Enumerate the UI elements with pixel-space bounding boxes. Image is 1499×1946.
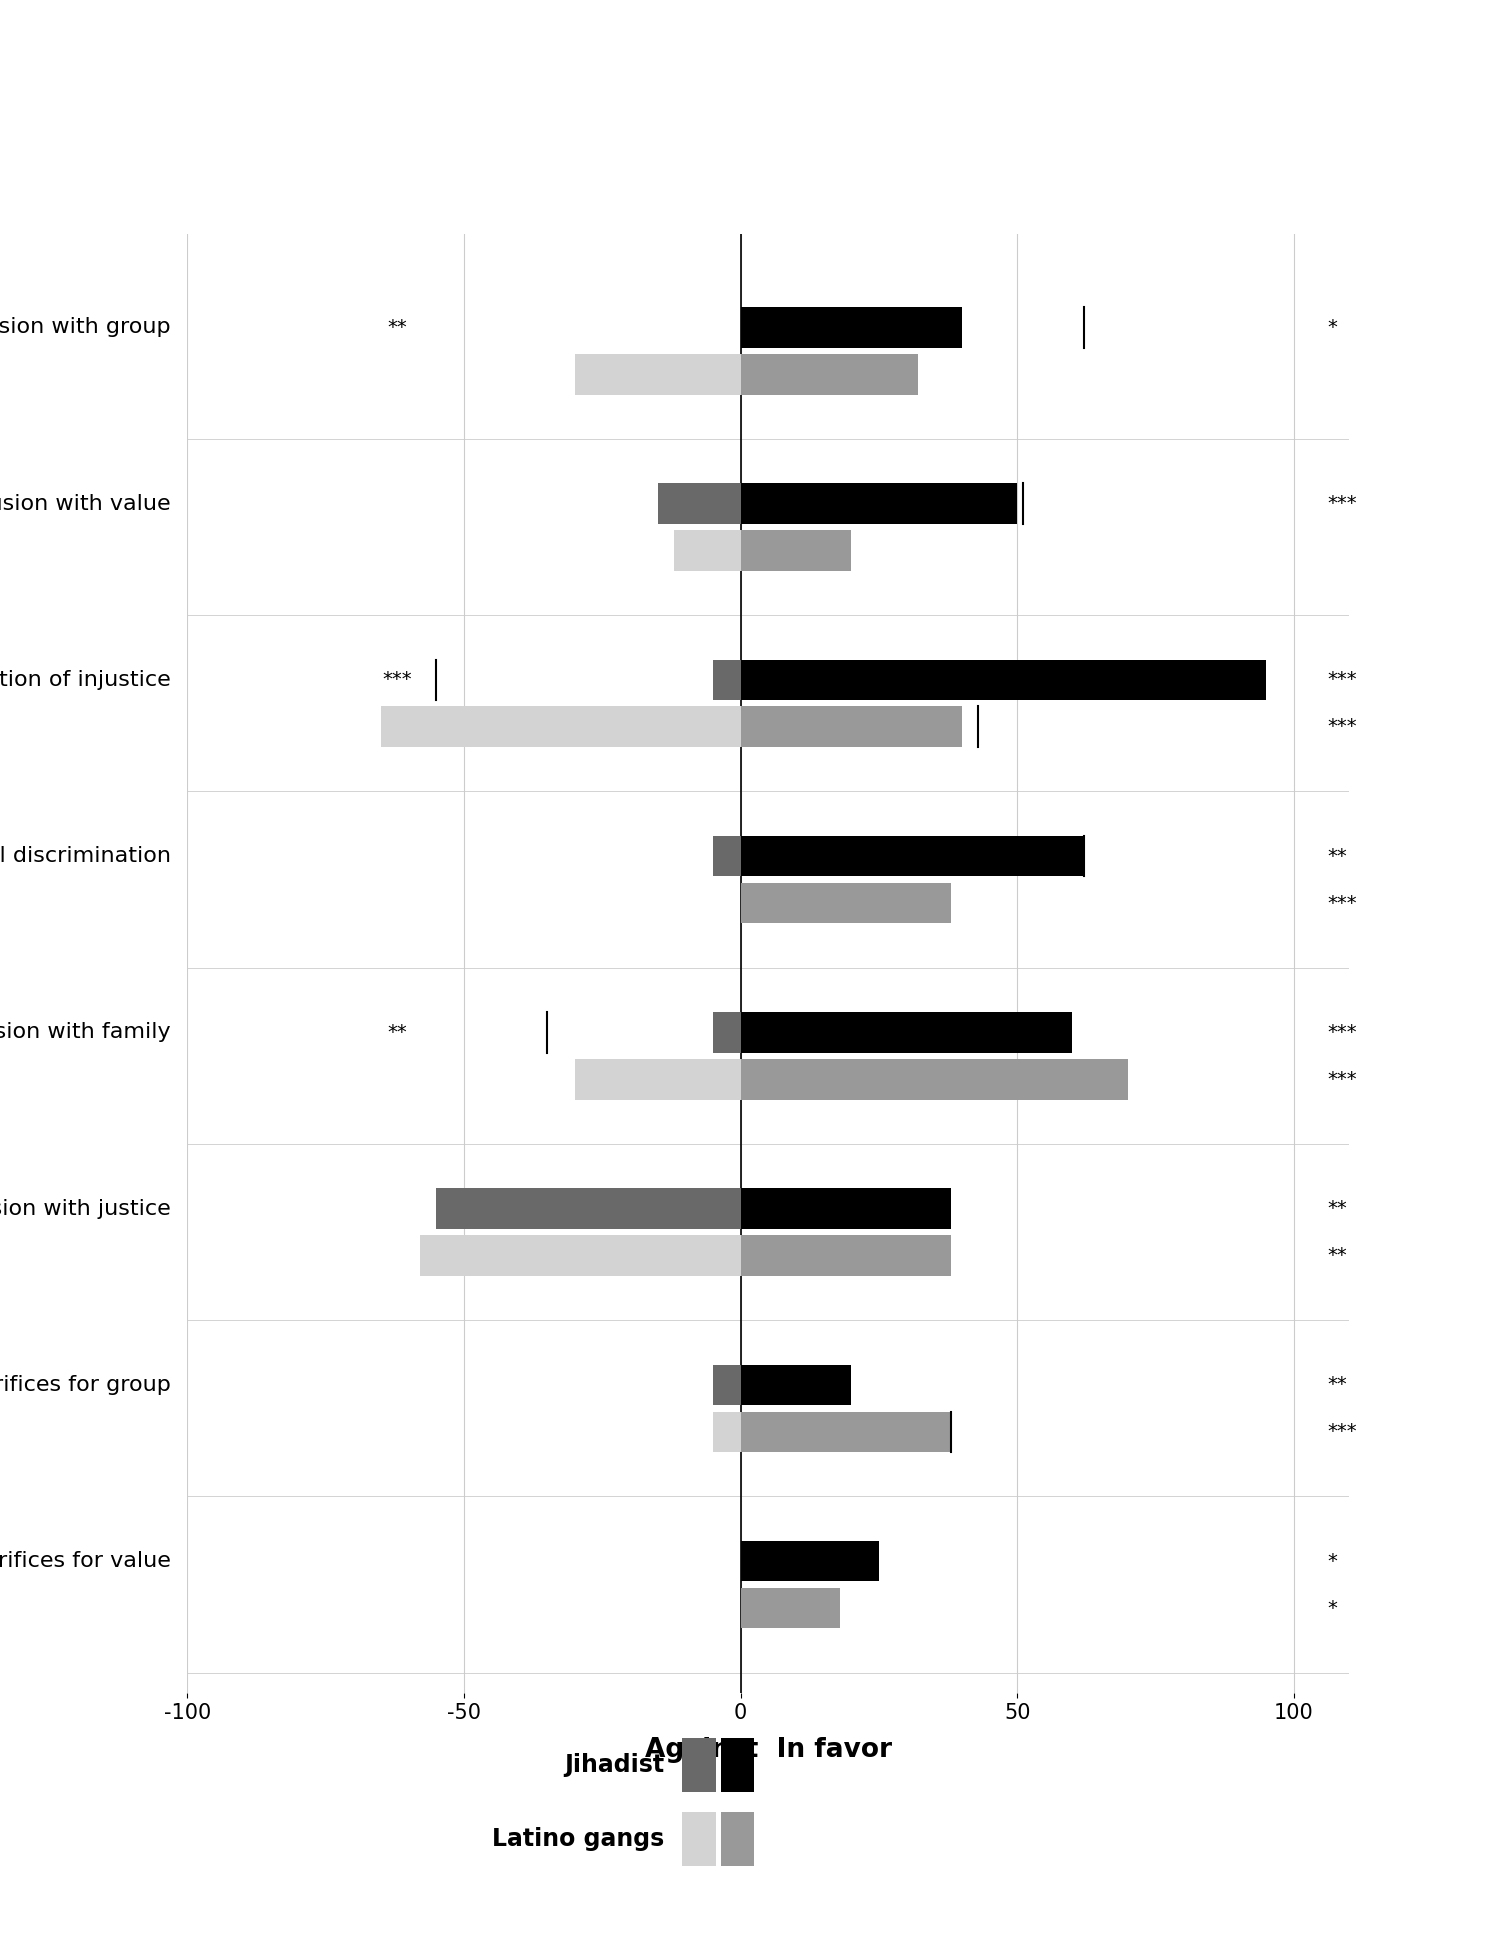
Bar bbox=[675, 529, 741, 570]
Bar bbox=[658, 483, 741, 523]
Bar bbox=[741, 1588, 839, 1629]
Bar bbox=[741, 307, 962, 348]
Bar bbox=[420, 1236, 741, 1277]
Bar bbox=[714, 660, 741, 701]
Bar bbox=[741, 1012, 1072, 1053]
Text: **: ** bbox=[1327, 847, 1346, 866]
Text: ***: *** bbox=[1327, 1070, 1357, 1090]
Bar bbox=[741, 660, 1267, 701]
Bar bbox=[741, 354, 917, 395]
Text: **: ** bbox=[388, 317, 408, 337]
Text: *: * bbox=[1327, 1598, 1337, 1617]
Bar bbox=[721, 1812, 754, 1866]
Bar bbox=[436, 1189, 741, 1230]
Text: *: * bbox=[1327, 317, 1337, 337]
Bar bbox=[574, 1059, 741, 1099]
Bar bbox=[741, 706, 962, 747]
Bar bbox=[714, 1012, 741, 1053]
Bar bbox=[741, 837, 1084, 876]
Text: ***: *** bbox=[1327, 1024, 1357, 1041]
X-axis label: Against  In favor: Against In favor bbox=[645, 1736, 892, 1763]
Text: **: ** bbox=[1327, 1199, 1346, 1218]
Bar bbox=[741, 483, 1018, 523]
Text: ***: *** bbox=[1327, 494, 1357, 514]
Bar bbox=[574, 354, 741, 395]
Bar bbox=[682, 1738, 715, 1792]
Text: Latino gangs: Latino gangs bbox=[492, 1827, 664, 1851]
Bar bbox=[714, 837, 741, 876]
Bar bbox=[741, 1236, 950, 1277]
Bar bbox=[741, 1541, 878, 1582]
Text: ***: *** bbox=[1327, 669, 1357, 689]
Text: Jihadist: Jihadist bbox=[564, 1753, 664, 1777]
Bar bbox=[741, 1189, 950, 1230]
Bar bbox=[714, 1364, 741, 1405]
Bar bbox=[714, 1411, 741, 1452]
Bar bbox=[741, 883, 950, 922]
Text: **: ** bbox=[1327, 1245, 1346, 1265]
Bar bbox=[741, 1059, 1127, 1099]
Text: ***: *** bbox=[382, 669, 412, 689]
Bar bbox=[741, 1411, 950, 1452]
Bar bbox=[741, 1364, 851, 1405]
Text: ***: *** bbox=[1327, 1423, 1357, 1442]
Bar bbox=[741, 529, 851, 570]
Text: ***: *** bbox=[1327, 893, 1357, 913]
Text: *: * bbox=[1327, 1551, 1337, 1570]
Text: **: ** bbox=[1327, 1376, 1346, 1395]
Text: ***: *** bbox=[1327, 718, 1357, 736]
Bar bbox=[721, 1738, 754, 1792]
Text: **: ** bbox=[388, 1024, 408, 1041]
Bar bbox=[381, 706, 741, 747]
Bar bbox=[682, 1812, 715, 1866]
